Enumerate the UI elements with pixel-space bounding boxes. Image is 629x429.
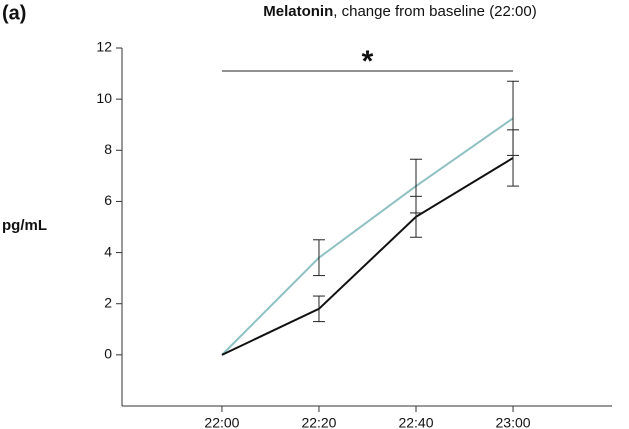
y-tick-label: 10 bbox=[96, 90, 112, 106]
error-bar bbox=[312, 295, 325, 323]
y-tick-label: 0 bbox=[104, 346, 112, 362]
y-tick-label: 8 bbox=[104, 141, 112, 157]
x-tick-label: 22:20 bbox=[301, 415, 336, 429]
x-tick-label: 22:40 bbox=[398, 415, 433, 429]
y-tick-label: 2 bbox=[104, 294, 112, 310]
error-bar bbox=[312, 239, 325, 277]
series-line bbox=[221, 157, 514, 356]
error-bar bbox=[410, 195, 422, 238]
y-tick-label: 6 bbox=[104, 192, 112, 208]
y-tick-label: 4 bbox=[104, 243, 112, 259]
series-line bbox=[221, 117, 514, 356]
y-axis-label: pg/mL bbox=[2, 217, 47, 234]
x-tick-label: 23:00 bbox=[496, 415, 531, 429]
title-bold: Melatonin bbox=[263, 3, 333, 20]
significance-mark: * bbox=[362, 45, 374, 78]
panel-label: (a) bbox=[2, 2, 26, 24]
y-tick-label: 12 bbox=[96, 39, 112, 55]
chart-title: Melatonin, change from baseline (22:00) bbox=[263, 3, 536, 20]
title-rest: , change from baseline (22:00) bbox=[333, 3, 536, 20]
x-tick-label: 22:00 bbox=[204, 415, 239, 429]
error-bar bbox=[507, 129, 520, 187]
